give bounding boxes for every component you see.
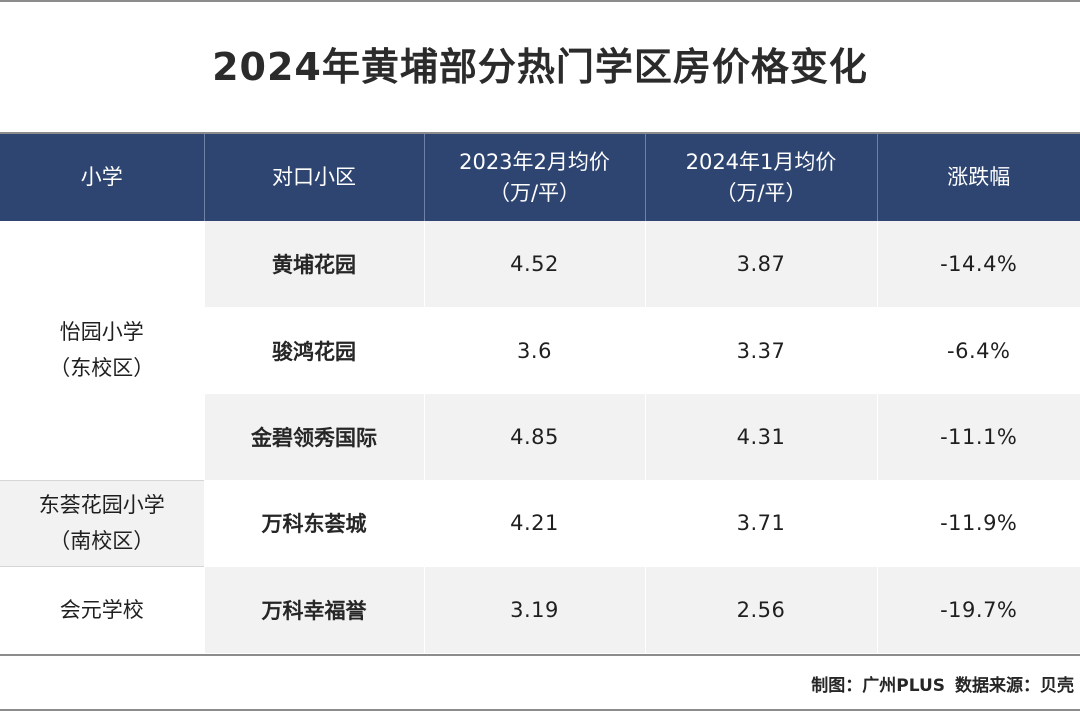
change-cell: -11.1% bbox=[876, 393, 1080, 481]
change-cell: -6.4% bbox=[876, 306, 1080, 394]
price-2024-cell: 3.37 bbox=[644, 306, 877, 394]
footer-source: 数据来源：贝壳 bbox=[955, 676, 1074, 696]
top-rule bbox=[0, 0, 1080, 2]
change-cell: -14.4% bbox=[876, 221, 1080, 308]
table-row: 金碧领秀国际 4.85 4.31 -11.1% bbox=[0, 393, 1080, 481]
header-price-2023-label: 2023年2月均价 bbox=[459, 149, 610, 174]
last-rule bbox=[0, 709, 1080, 711]
price-2023-cell: 4.85 bbox=[423, 393, 645, 481]
community-cell: 骏鸿花园 bbox=[203, 306, 424, 394]
school-cell: 怡园小学 （东校区） bbox=[0, 221, 204, 481]
page-title: 2024年黄埔部分热门学区房价格变化 bbox=[212, 45, 868, 89]
price-2023-cell: 3.6 bbox=[423, 306, 645, 394]
community-cell: 金碧领秀国际 bbox=[203, 393, 424, 481]
school-name: 怡园小学 bbox=[59, 320, 144, 345]
school-name: 东荟花园小学 bbox=[38, 493, 165, 518]
header-community: 对口小区 bbox=[203, 132, 424, 221]
header-change: 涨跌幅 bbox=[876, 132, 1080, 221]
price-2024-cell: 3.71 bbox=[644, 479, 877, 567]
school-campus: （东校区） bbox=[49, 356, 155, 381]
bottom-rule bbox=[0, 654, 1080, 656]
change-cell: -11.9% bbox=[876, 479, 1080, 567]
table-row: 骏鸿花园 3.6 3.37 -6.4% bbox=[0, 306, 1080, 394]
table-header-row: 小学 对口小区 2023年2月均价 （万/平） 2024年1月均价 （万/平） … bbox=[0, 132, 1080, 221]
header-price-2024: 2024年1月均价 （万/平） bbox=[644, 132, 877, 221]
table-row: 怡园小学 （东校区） 黄埔花园 4.52 3.87 -14.4% bbox=[0, 221, 1080, 481]
school-campus: （南校区） bbox=[49, 529, 155, 554]
header-price-2023: 2023年2月均价 （万/平） bbox=[423, 132, 645, 221]
school-cell: 东荟花园小学 （南校区） bbox=[0, 479, 204, 567]
header-price-2023-unit: （万/平） bbox=[488, 180, 581, 205]
price-2024-cell: 2.56 bbox=[644, 566, 877, 653]
footer-credits: 制图：广州PLUS 数据来源：贝壳 bbox=[811, 671, 1074, 696]
community-cell: 黄埔花园 bbox=[203, 221, 424, 308]
table-row: 东荟花园小学 （南校区） 万科东荟城 4.21 3.71 -11.9% bbox=[0, 479, 1080, 567]
table-row: 会元学校 万科幸福誉 3.19 2.56 -19.7% bbox=[0, 566, 1080, 653]
school-name: 会元学校 bbox=[59, 598, 144, 622]
header-price-2024-label: 2024年1月均价 bbox=[685, 149, 837, 174]
header-price-2024-unit: （万/平） bbox=[715, 180, 807, 205]
community-cell: 万科幸福誉 bbox=[203, 566, 424, 653]
price-2024-cell: 3.87 bbox=[644, 221, 877, 308]
price-2023-cell: 4.52 bbox=[423, 221, 645, 308]
footer-credit: 制图：广州PLUS bbox=[811, 676, 945, 696]
change-cell: -19.7% bbox=[876, 566, 1080, 653]
header-school: 小学 bbox=[0, 132, 204, 221]
price-2024-cell: 4.31 bbox=[644, 393, 877, 481]
price-table: 小学 对口小区 2023年2月均价 （万/平） 2024年1月均价 （万/平） … bbox=[0, 132, 1080, 653]
price-2023-cell: 3.19 bbox=[423, 566, 645, 653]
school-cell: 会元学校 bbox=[0, 566, 204, 653]
community-cell: 万科东荟城 bbox=[203, 479, 424, 567]
price-2023-cell: 4.21 bbox=[423, 479, 645, 567]
